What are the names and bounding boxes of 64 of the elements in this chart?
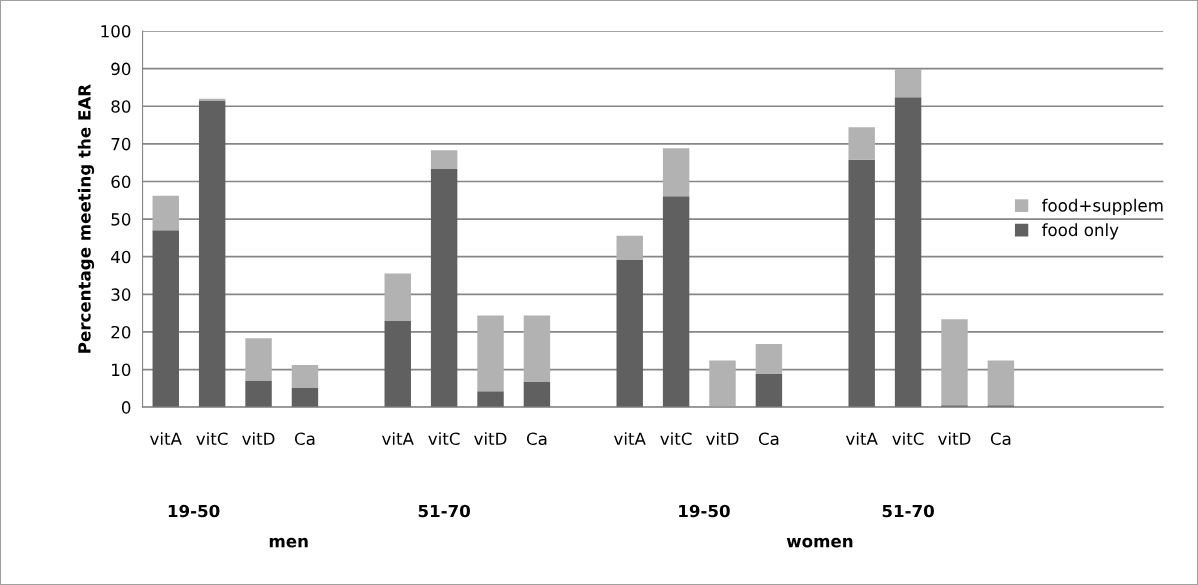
bar bbox=[894, 69, 922, 98]
x-tick-label: vitC bbox=[892, 432, 924, 446]
text: 19-50 bbox=[168, 504, 220, 518]
bar bbox=[384, 273, 411, 322]
legend-label: food+supplem bbox=[1042, 198, 1163, 215]
bar bbox=[709, 360, 736, 408]
y-tick-label: 90 bbox=[111, 62, 131, 76]
bar bbox=[662, 148, 690, 197]
x-tick-label: vitC bbox=[428, 432, 460, 446]
y-tick-label: 50 bbox=[111, 213, 131, 226]
bar bbox=[894, 97, 922, 408]
y-tick-label: 100 bbox=[101, 24, 131, 38]
x-tick-label: Ca bbox=[294, 432, 315, 446]
bar bbox=[523, 315, 551, 382]
bar bbox=[384, 321, 411, 408]
bar bbox=[848, 159, 875, 408]
x-tick-label: vitD bbox=[706, 432, 739, 445]
bar bbox=[430, 169, 458, 408]
y-tick-label: 20 bbox=[111, 325, 131, 339]
bar bbox=[755, 343, 783, 375]
bar bbox=[477, 391, 504, 408]
x-tick-label: Ca bbox=[526, 432, 547, 446]
bar bbox=[291, 365, 319, 388]
text: 51-70 bbox=[418, 504, 470, 518]
y-tick-label: 70 bbox=[111, 137, 131, 151]
x-tick-label: vitA bbox=[382, 432, 414, 445]
y-tick-label: 0 bbox=[121, 401, 131, 414]
bar bbox=[616, 260, 643, 408]
bar bbox=[848, 127, 875, 160]
text: 19-50 bbox=[679, 504, 730, 518]
bar bbox=[755, 374, 783, 408]
legend-label: food only bbox=[1042, 223, 1119, 240]
y-tick-label: 30 bbox=[111, 288, 131, 301]
bar bbox=[152, 230, 179, 408]
y-tick-label: 80 bbox=[111, 100, 131, 113]
text: women bbox=[786, 537, 853, 548]
bar bbox=[198, 100, 226, 408]
y-tick-label: 40 bbox=[111, 250, 131, 264]
text: 51-70 bbox=[882, 504, 934, 518]
bar bbox=[987, 360, 1015, 406]
bar bbox=[291, 387, 319, 408]
y-tick-label: 60 bbox=[111, 175, 131, 189]
y-tick-label: 10 bbox=[112, 363, 131, 377]
bar bbox=[245, 380, 272, 408]
bar bbox=[430, 150, 458, 170]
bar bbox=[245, 338, 272, 381]
bar bbox=[616, 235, 643, 261]
x-tick-label: vitA bbox=[613, 432, 646, 445]
bar bbox=[941, 319, 968, 406]
x-tick-label: vitD bbox=[242, 432, 275, 445]
x-tick-label: vitD bbox=[474, 432, 507, 445]
x-tick-label: vitC bbox=[196, 432, 228, 446]
bar bbox=[152, 195, 179, 231]
bar bbox=[477, 315, 504, 392]
text: men bbox=[269, 537, 308, 548]
x-tick-label: vitD bbox=[938, 432, 971, 445]
x-tick-label: vitA bbox=[150, 432, 182, 445]
x-tick-label: vitC bbox=[660, 432, 692, 446]
bar bbox=[523, 381, 551, 408]
x-tick-label: Ca bbox=[990, 432, 1011, 446]
y-axis-title: Percentage meeting the EAR bbox=[77, 84, 95, 353]
x-tick-label: vitA bbox=[845, 432, 878, 445]
bar bbox=[662, 196, 690, 408]
x-tick-label: Ca bbox=[758, 432, 779, 446]
